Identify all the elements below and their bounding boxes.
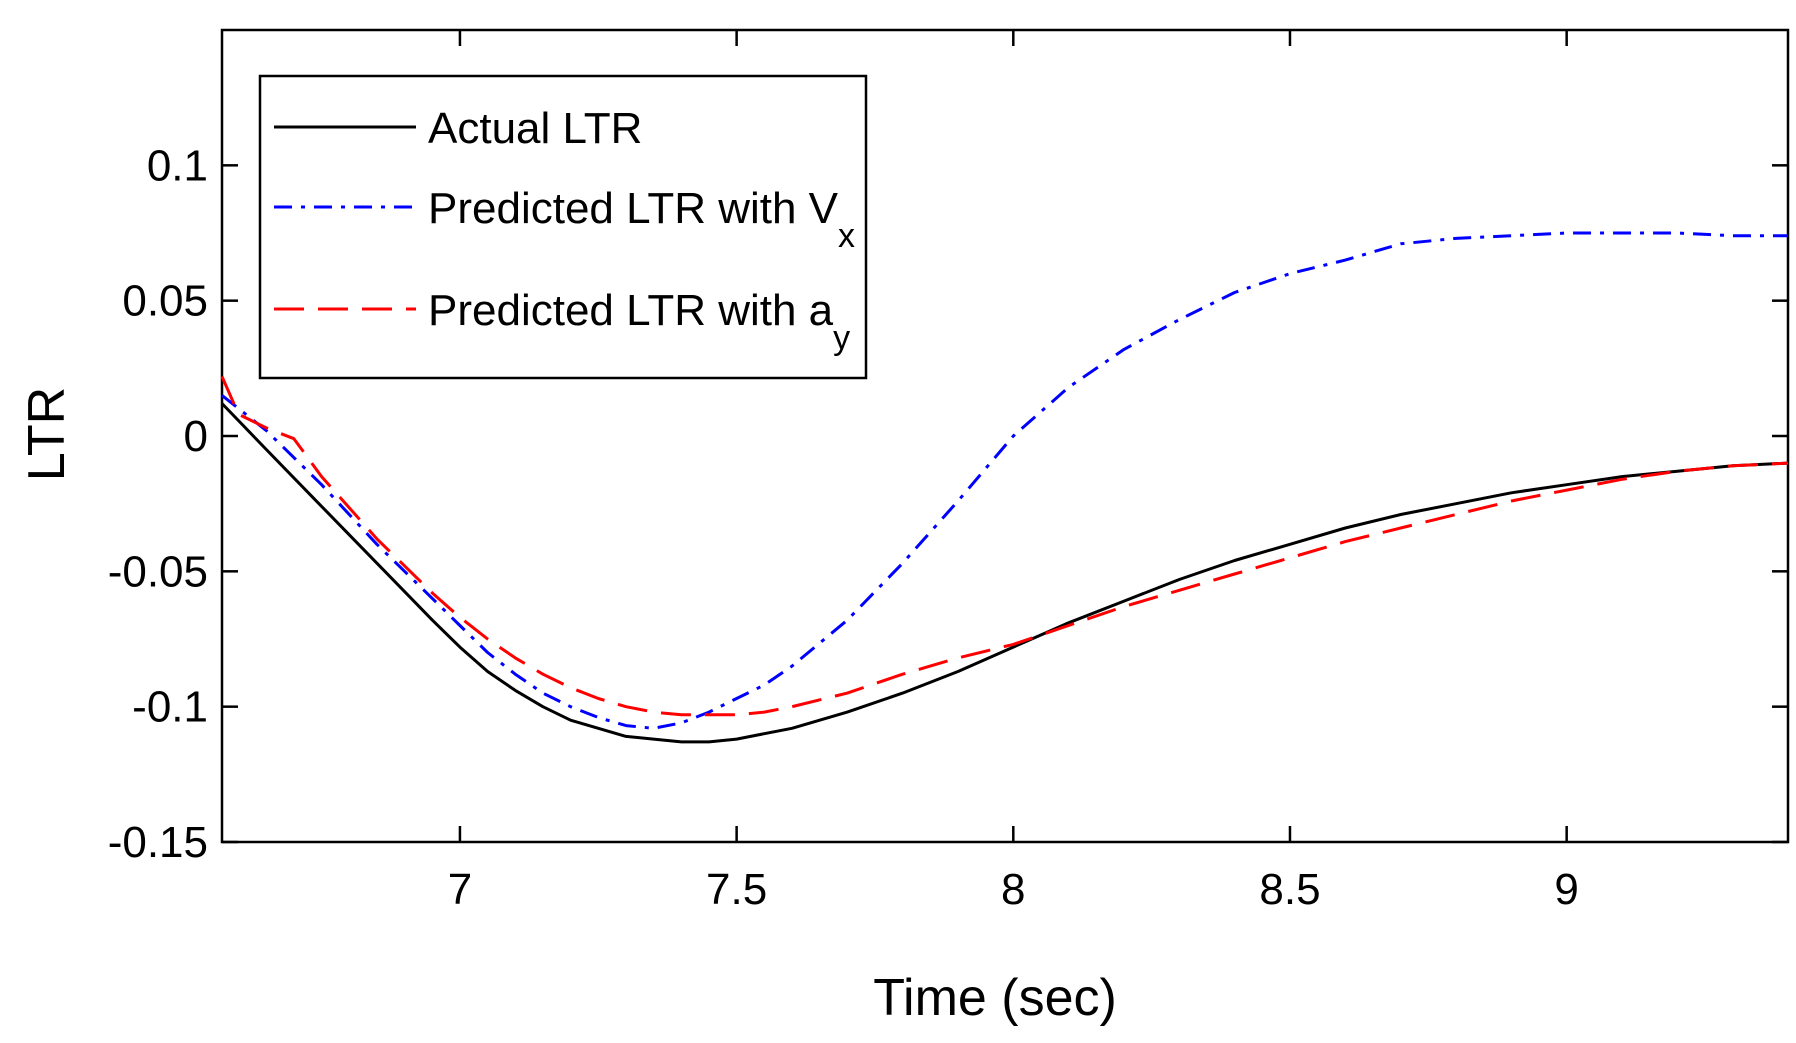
series-line-2 — [221, 231, 1788, 730]
x-tick-label: 9 — [1554, 865, 1578, 914]
x-tick-label: 7 — [448, 865, 472, 914]
legend-label: Actual LTR — [428, 104, 642, 153]
y-tick-label: -0.05 — [108, 547, 208, 596]
legend-label-text: Predicted LTR with a — [428, 286, 834, 335]
x-tick-label: 8 — [1001, 865, 1025, 914]
legend-label: Predicted LTR with Vx — [428, 184, 855, 255]
legend-label-subscript: y — [833, 319, 850, 357]
x-tick-label: 7.5 — [706, 865, 767, 914]
y-tick-label: 0.05 — [122, 277, 208, 326]
x-tick-label: 8.5 — [1259, 865, 1320, 914]
y-axis-title: LTR — [18, 387, 76, 481]
y-tick-label: -0.1 — [132, 683, 208, 732]
x-axis-title: Time (sec) — [873, 969, 1117, 1027]
y-tick-label: -0.15 — [108, 818, 208, 867]
legend-label-subscript: x — [838, 217, 855, 255]
y-tick-label: 0 — [184, 412, 208, 461]
legend-label: Predicted LTR with ay — [428, 286, 850, 357]
series-line-1 — [220, 402, 1789, 744]
legend-label-text: Actual LTR — [428, 104, 642, 153]
series-line-3 — [220, 375, 1789, 717]
legend-label-text: Predicted LTR with V — [428, 184, 839, 233]
y-tick-label: 0.1 — [147, 141, 208, 190]
